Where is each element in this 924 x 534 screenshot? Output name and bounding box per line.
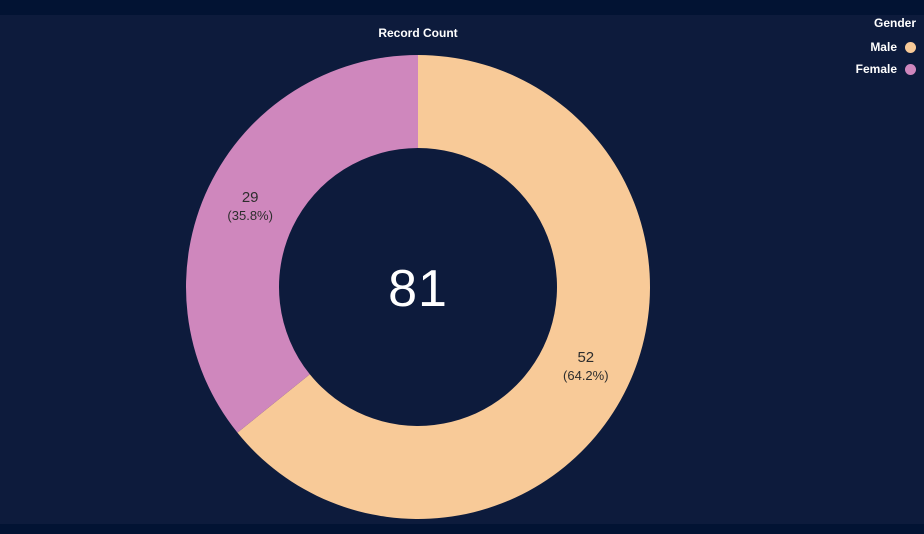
- legend-item-female[interactable]: Female: [856, 58, 916, 80]
- legend-title: Gender: [873, 16, 916, 30]
- legend-label-male: Male: [870, 40, 897, 54]
- legend-swatch-male-icon: [905, 41, 916, 53]
- slice-label-male: 52 (64.2%): [563, 349, 609, 385]
- slice-value: 52: [577, 349, 595, 367]
- legend-label-female: Female: [855, 62, 897, 76]
- chart-title: Record Count: [378, 26, 458, 40]
- slice-label-female: 29 (35.8%): [227, 189, 273, 225]
- legend-item-male[interactable]: Male: [856, 36, 916, 58]
- pie-slice-male[interactable]: [237, 55, 650, 519]
- slice-value: 29: [241, 188, 259, 206]
- legend-swatch-female-icon: [905, 63, 916, 75]
- donut-center-total: 81: [388, 260, 448, 318]
- slice-percent: (35.8%): [227, 207, 273, 223]
- legend: Gender Male Female: [856, 16, 916, 80]
- pie-slice-female[interactable]: [186, 55, 418, 433]
- slice-percent: (64.2%): [563, 368, 609, 384]
